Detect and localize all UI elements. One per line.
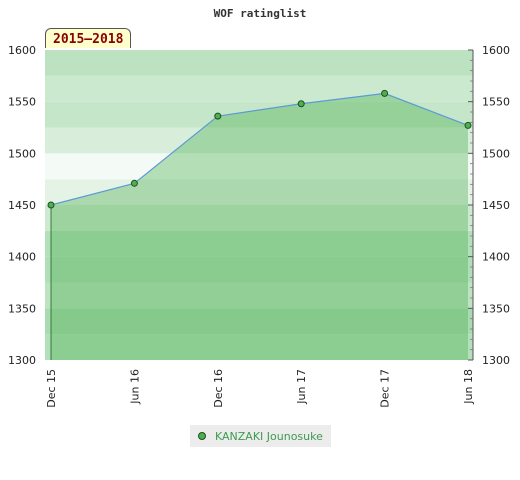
data-point [130,179,138,187]
band-stripe [45,334,473,360]
period-badge: 2015–2018 [45,28,132,48]
data-point [214,112,222,120]
axes: 1300 1300 1350 1350 1400 1400 1450 1450 1500 1500… [8,44,510,408]
band-stripe [45,205,473,231]
chart-title: WOF ratinglist [214,7,307,20]
y-tick-label-right: 1500 [482,147,510,160]
band-stripe [45,230,473,257]
x-tick-label: Dec 15 [45,369,58,408]
data-point [47,201,55,209]
y-tick-label-left: 1450 [8,199,36,212]
y-tick-label-left: 1600 [8,44,36,57]
band-stripe [45,50,473,76]
y-tick-label-left: 1400 [8,251,36,264]
y-tick-label-right: 1400 [482,251,510,264]
series-area [51,93,468,361]
y-tick-label-left: 1300 [8,354,36,367]
band-stripe [45,256,473,283]
band-stripe [45,75,473,102]
series-line [50,92,469,206]
band-stripe [45,127,473,154]
x-tick-label: Jun 17 [295,369,308,405]
legend-label: KANZAKI Jounosuke [215,429,323,443]
band-stripe [45,153,473,180]
band-stripe [45,101,473,128]
data-point [297,100,305,108]
y-tick-label-right: 1350 [482,302,510,315]
background-bands [45,50,473,360]
data-point [464,121,472,129]
series-marks [47,89,472,209]
x-tick-label: Jun 16 [128,369,141,405]
x-tick-label: Dec 17 [379,369,392,408]
legend-marker-icon [198,432,206,440]
data-point [381,89,389,97]
y-tick-label-left: 1500 [8,147,36,160]
band-stripe [45,308,473,335]
y-tick-label-left: 1550 [8,96,36,109]
band-stripe [45,179,473,205]
x-tick-label: Dec 16 [212,369,225,408]
band-stripe [45,282,473,309]
area-layer [50,92,469,361]
legend[interactable]: KANZAKI Jounosuke [190,425,331,447]
y-tick-label-right: 1600 [482,44,510,57]
y-tick-label-right: 1450 [482,199,510,212]
y-tick-label-right: 1300 [482,354,510,367]
x-tick-label: Jun 18 [462,369,475,405]
y-tick-label-left: 1350 [8,302,36,315]
y-tick-label-right: 1550 [482,96,510,109]
